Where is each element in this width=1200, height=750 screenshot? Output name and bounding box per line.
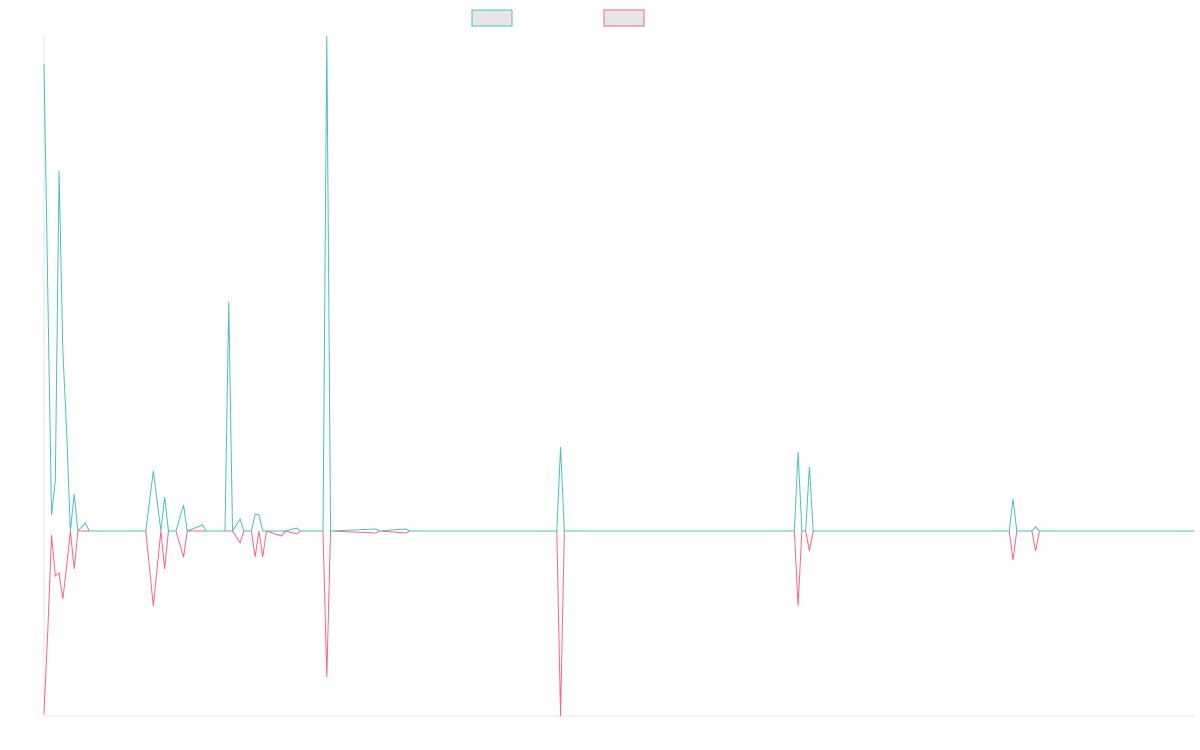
legend-swatch — [471, 9, 513, 27]
legend-swatch — [603, 9, 645, 27]
series-line — [43, 530, 1194, 717]
series-line — [43, 35, 1194, 533]
